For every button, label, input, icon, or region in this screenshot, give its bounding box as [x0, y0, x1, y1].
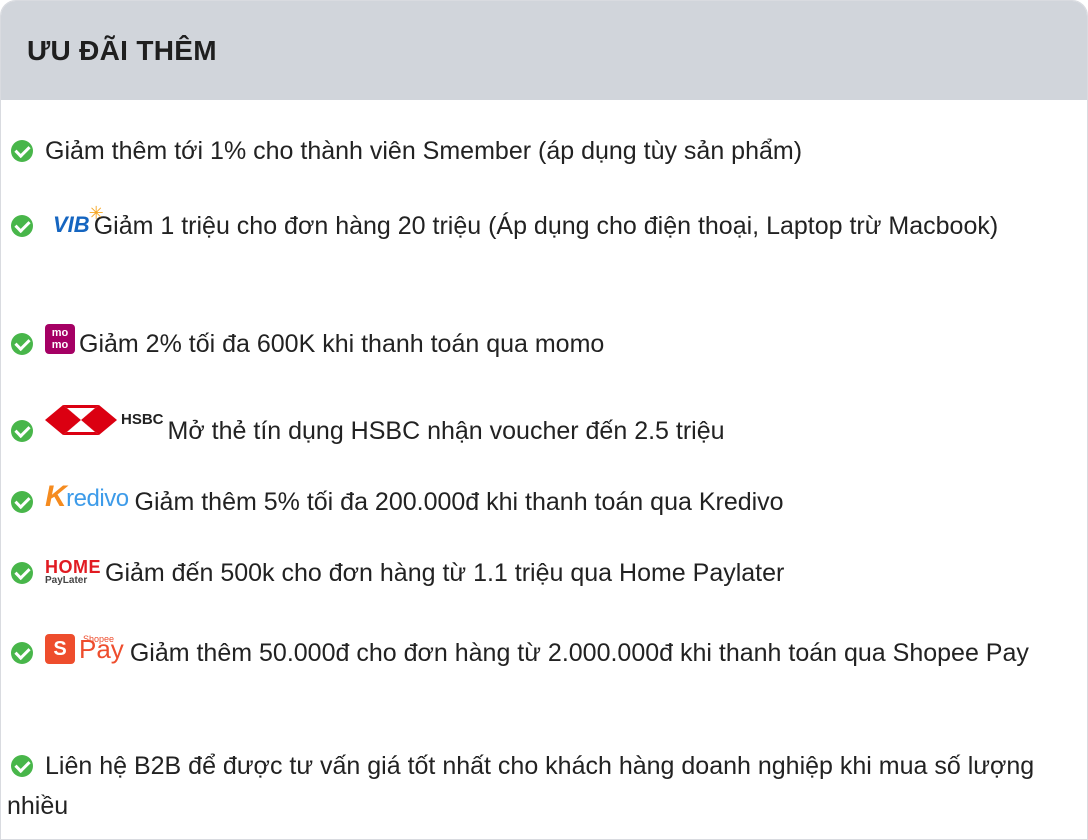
offer-item-shopeepay: S Pay Shopee Giảm thêm 50.000đ cho đơn hàng… [7, 629, 1075, 673]
hsbc-logo-icon: HSBC [45, 400, 164, 440]
offer-text: Liên hệ B2B để được tư vấn giá tốt nhất … [7, 752, 1035, 820]
offer-text: Giảm đến 500k cho đơn hàng từ 1.1 triệu … [105, 559, 785, 587]
panel-title: ƯU ĐÃI THÊM [27, 34, 217, 66]
offer-item-kredivo: Kredivo Giảm thêm 5% tối đa 200.000đ khi … [7, 477, 1075, 522]
shopeepay-logo-icon: S Pay Shopee [45, 629, 124, 669]
check-circle-icon [11, 215, 33, 237]
offer-text: Giảm thêm 50.000đ cho đơn hàng từ 2.000.… [129, 639, 1029, 667]
momo-logo-icon: mo mo [45, 324, 75, 354]
vib-logo-icon: VIB ✳ [53, 203, 104, 237]
kredivo-logo-icon: Kredivo [45, 480, 129, 513]
offer-item-hsbc: HSBC Mở thẻ tín dụng HSBC nhận voucher đế… [7, 400, 1075, 451]
offer-text: Giảm 2% tối đa 600K khi thanh toán qua m… [79, 330, 605, 358]
offer-text: Mở thẻ tín dụng HSBC nhận voucher đến 2.… [167, 417, 725, 445]
check-circle-icon [11, 491, 33, 513]
offer-item-b2b: Liên hệ B2B để được tư vấn giá tốt nhất … [7, 746, 1075, 826]
offer-item-vib: VIB ✳ Giảm 1 triệu cho đơn hàng 20 triệu (… [7, 203, 1075, 246]
check-circle-icon [11, 140, 33, 162]
check-circle-icon [11, 642, 33, 664]
offer-item-momo: mo mo Giảm 2% tối đa 600K khi thanh toán q… [7, 324, 1075, 364]
check-circle-icon [11, 333, 33, 355]
offer-item-home-paylater: HOME PayLater Giảm đến 500k cho đơn hàng t… [7, 553, 1075, 593]
panel-header: ƯU ĐÃI THÊM [1, 1, 1087, 100]
offer-text: Giảm thêm tới 1% cho thành viên Smember … [45, 137, 803, 165]
offer-text: Giảm thêm 5% tối đa 200.000đ khi thanh t… [134, 488, 784, 516]
offer-item-smember: Giảm thêm tới 1% cho thành viên Smember … [7, 131, 1075, 171]
check-circle-icon [11, 562, 33, 584]
check-circle-icon [11, 755, 33, 777]
home-paylater-logo-icon: HOME PayLater [45, 557, 101, 586]
check-circle-icon [11, 420, 33, 442]
offer-text: Giảm 1 triệu cho đơn hàng 20 triệu (Áp d… [93, 212, 999, 240]
